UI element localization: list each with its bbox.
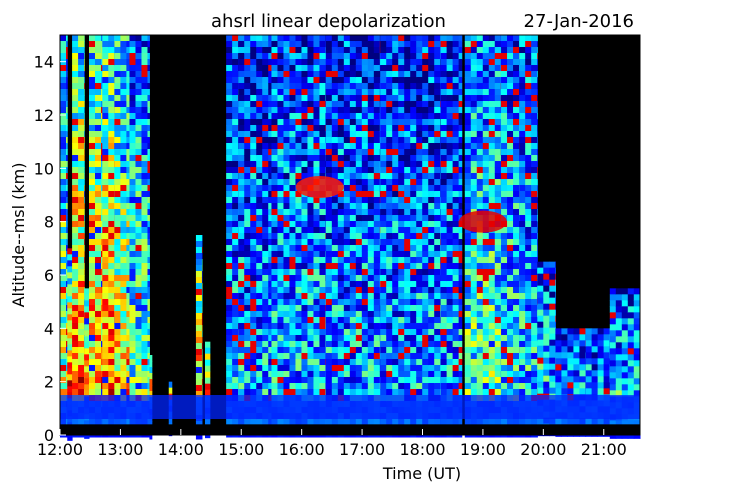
profile-4: [89, 35, 103, 438]
x-tick-label-8: 20:00: [520, 440, 566, 459]
profile-5: [102, 35, 115, 438]
feature-ice_cloud_19: [458, 210, 507, 233]
y-tick-label-6: 12: [34, 106, 54, 125]
profile-6: [114, 35, 130, 438]
profile-20: [519, 35, 538, 438]
profile-22: [555, 328, 587, 437]
x-tick-label-7: 19:00: [460, 440, 506, 459]
y-tick-label-4: 8: [44, 213, 54, 232]
x-axis-label: Time (UT): [382, 464, 461, 483]
y-tick-label-1: 2: [44, 373, 54, 392]
profile-16: [380, 35, 442, 438]
x-tick-label-2: 14:00: [158, 440, 204, 459]
profile-13: [238, 35, 272, 438]
profile-11: [205, 341, 211, 439]
profile-17: [440, 35, 463, 438]
x-tick-label-4: 16:00: [279, 440, 325, 459]
profile-23: [585, 328, 611, 437]
y-tick-label-3: 6: [44, 266, 54, 285]
plot-frame: [59, 34, 641, 436]
ground-mask: [60, 424, 640, 435]
plot-area: [60, 35, 641, 441]
y-tick-label-2: 4: [44, 319, 54, 338]
profile-12: [226, 35, 239, 438]
profile-19: [501, 35, 520, 438]
profile-15: [325, 35, 381, 438]
x-tick-label-6: 18:00: [399, 440, 445, 459]
x-tick-label-9: 21:00: [581, 440, 627, 459]
y-tick-label-5: 10: [34, 159, 54, 178]
x-tick-label-1: 13:00: [97, 440, 143, 459]
boundary-layer: [60, 395, 640, 419]
profile-18: [464, 35, 502, 438]
axes: 12:00 13:00 14:00 15:00 16:00 17:00 18:00 19:00…: [34, 34, 641, 459]
profile-0: [60, 35, 68, 438]
profile-2: [72, 35, 85, 438]
x-tick-label-0: 12:00: [37, 440, 83, 459]
feature-ice_cloud_16: [295, 176, 344, 198]
profile-14: [271, 35, 327, 438]
y-tick-label-0: 0: [44, 426, 54, 445]
y-axis-label: Altitude--msl (km): [9, 163, 28, 308]
x-tick-label-3: 15:00: [218, 440, 264, 459]
profile-7: [129, 35, 150, 438]
chart-date: 27-Jan-2016: [524, 11, 634, 32]
y-tick-label-7: 14: [34, 53, 54, 72]
x-tick-label-5: 17:00: [339, 440, 385, 459]
chart-title: ahsrl linear depolarization: [211, 11, 446, 32]
